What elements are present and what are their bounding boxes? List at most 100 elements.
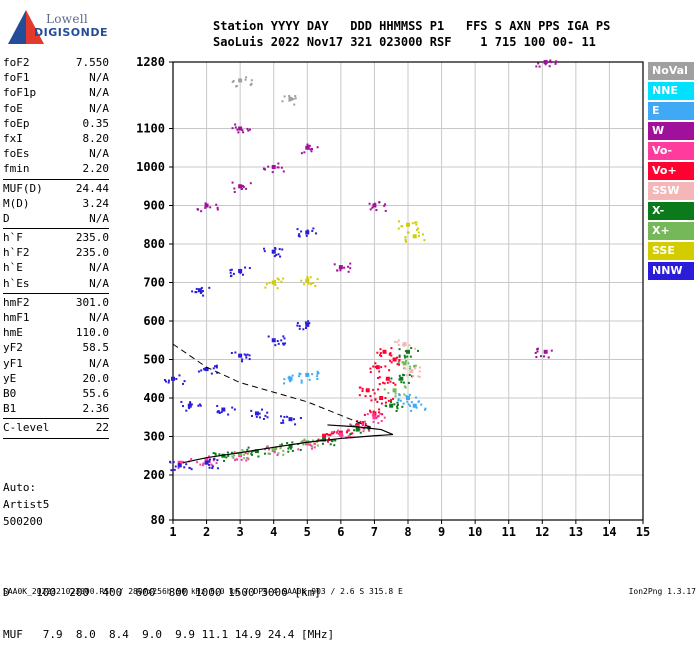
param-value: 110.0 (75, 326, 109, 340)
echo-trace-dot (398, 374, 401, 377)
echo-trace-dot (535, 356, 538, 359)
echo-trace-dot (241, 358, 244, 361)
echo-trace-dot (216, 404, 219, 407)
echo-trace-dot (214, 365, 217, 368)
echo-trace-dot (264, 286, 267, 289)
separator (3, 178, 109, 180)
echo-trace-dot (384, 209, 387, 212)
echo-trace-dot (314, 285, 317, 288)
echo-trace-dot (283, 382, 286, 385)
echo-trace-dot (414, 405, 417, 408)
legend-item: NNW (648, 262, 694, 280)
echo-trace-dot (266, 445, 269, 448)
lowell-digisonde-logo: Lowell DIGISONDE (6, 4, 126, 50)
artist-version: Artist5 (3, 498, 50, 511)
echo-trace-dot (417, 375, 420, 378)
echo-trace-dot (415, 406, 418, 409)
echo-trace-dot (316, 440, 319, 443)
params-group-confidence: C-level 22 (3, 421, 109, 436)
echo-trace-dot (298, 375, 301, 378)
echo-trace-dot (177, 461, 180, 464)
echo-trace-dot (339, 267, 342, 270)
echo-trace-dot (264, 414, 267, 417)
echo-trace-dot (197, 370, 200, 373)
echo-trace-dot (302, 328, 305, 331)
echo-trace-dot (412, 375, 415, 378)
param-value: 24.44 (75, 181, 109, 195)
param-value: N/A (89, 311, 109, 324)
param-row: foF2 7.550 (3, 56, 109, 71)
echo-trace-dot (408, 393, 411, 396)
echo-trace-dot (208, 286, 211, 289)
echo-trace-dot (281, 342, 284, 345)
echo-trace-dot (240, 187, 243, 190)
param-name: h`Es (3, 276, 30, 290)
echo-trace-dot (316, 146, 319, 149)
echo-trace-dot (537, 62, 540, 65)
param-row: h`Es N/A (3, 277, 109, 292)
echo-trace-dot (349, 432, 352, 435)
echo-trace-dot (347, 435, 350, 438)
echo-trace-dot (340, 436, 343, 439)
echo-trace-dot (222, 407, 225, 410)
echo-trace-dot (316, 375, 319, 378)
echo-trace-dot (387, 399, 390, 402)
legend: NoVal NNE E W Vo- Vo+ SSW X- X+ SSE NNW (648, 62, 694, 282)
echo-trace-dot (309, 276, 312, 279)
data-point-w (338, 265, 343, 270)
echo-trace-dot (399, 399, 402, 402)
params-group-muf: MUF(D) 24.44 M(D) 3.24 D N/A (3, 182, 109, 228)
echo-trace-dot (359, 420, 362, 423)
x-tick-label: 15 (636, 525, 650, 539)
scaled-parameters-panel: foF2 7.550 foF1 N/A foF1p N/A foE N/A foEp 0.35 fx… (3, 56, 109, 441)
echo-trace-dot (343, 266, 346, 269)
echo-trace-dot (378, 408, 381, 411)
param-value: 58.5 (82, 341, 110, 355)
echo-trace-dot (397, 363, 400, 366)
echo-trace-dot (211, 465, 214, 468)
echo-trace-dot (208, 460, 211, 463)
echo-trace-dot (223, 459, 226, 462)
echo-trace-dot (230, 451, 233, 454)
echo-trace-dot (416, 227, 419, 230)
echo-trace-dot (206, 460, 209, 463)
echo-trace-dot (311, 445, 314, 448)
x-tick-label: 5 (304, 525, 311, 539)
echo-trace-dot (369, 395, 372, 398)
echo-trace-dot (367, 428, 370, 431)
header-labels: Station YYYY DAY DDD HHMMSS P1 FFS S AXN… (213, 19, 611, 33)
echo-trace-dot (383, 350, 386, 353)
legend-item: W (648, 122, 694, 140)
echo-trace-dot (296, 324, 299, 327)
data-point-x (355, 427, 360, 432)
echo-trace-dot (290, 445, 293, 448)
echo-trace-dot (316, 372, 319, 375)
echo-trace-dot (375, 209, 378, 212)
echo-trace-dot (315, 232, 318, 235)
echo-trace-dot (298, 327, 301, 330)
data-point-nnw (197, 288, 202, 293)
echo-trace-dot (373, 202, 376, 205)
echo-trace-dot (237, 131, 240, 134)
echo-trace-dot (241, 360, 244, 363)
echo-trace-dot (544, 63, 547, 66)
echo-trace-dot (313, 442, 316, 445)
echo-trace-dot (274, 247, 277, 250)
echo-trace-dot (374, 365, 377, 368)
echo-trace-dot (216, 411, 219, 414)
echo-trace-dot (244, 451, 247, 454)
echo-trace-dot (544, 350, 547, 353)
echo-trace-dot (316, 444, 319, 447)
echo-trace-dot (377, 388, 380, 391)
echo-trace-dot (250, 82, 253, 85)
echo-trace-dot (377, 366, 380, 369)
echo-trace-dot (306, 275, 309, 278)
y-tick-label: 80 (151, 513, 165, 527)
echo-trace-dot (395, 409, 398, 412)
echo-trace-dot (189, 402, 192, 405)
param-value: 55.6 (82, 386, 110, 400)
data-point-w (238, 126, 243, 131)
echo-trace-dot (345, 431, 348, 434)
param-row: h`F 235.0 (3, 231, 109, 246)
echo-trace-dot (286, 415, 289, 418)
